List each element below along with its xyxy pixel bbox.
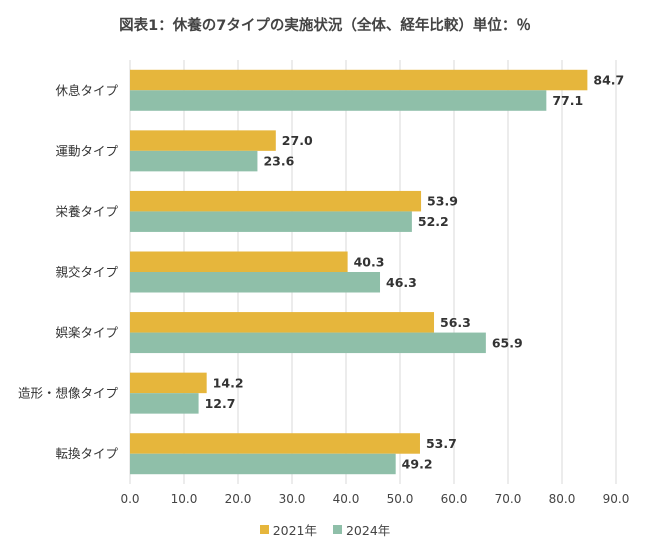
bar xyxy=(130,433,420,454)
data-label: 84.7 xyxy=(593,73,624,88)
data-label: 49.2 xyxy=(402,456,433,471)
bar xyxy=(130,190,422,212)
data-label: 56.3 xyxy=(440,315,471,330)
bar xyxy=(130,453,396,475)
category-label: 転換タイプ xyxy=(55,446,118,461)
legend-item-2021[interactable]: 2021年 xyxy=(259,520,317,539)
category-label: 栄養タイプ xyxy=(55,204,118,219)
bar xyxy=(130,312,435,333)
x-tick-label: 30.0 xyxy=(279,492,306,506)
data-label: 53.7 xyxy=(426,436,457,451)
x-tick-label: 60.0 xyxy=(441,492,468,506)
x-tick-label: 50.0 xyxy=(387,492,414,506)
bar xyxy=(130,150,258,172)
category-label: 運動タイプ xyxy=(55,143,118,158)
bar xyxy=(130,130,276,151)
x-tick-label: 40.0 xyxy=(333,492,360,506)
bar xyxy=(130,372,207,394)
x-tick-label: 80.0 xyxy=(549,492,576,506)
data-label: 14.2 xyxy=(213,375,244,390)
category-label: 造形・想像タイプ xyxy=(18,386,119,401)
bar xyxy=(130,251,348,272)
data-label: 53.9 xyxy=(427,194,458,209)
x-tick-label: 0.0 xyxy=(120,492,139,506)
legend-swatch-2024 xyxy=(332,525,342,534)
bar xyxy=(130,211,412,232)
data-label: 77.1 xyxy=(552,93,583,108)
legend-item-2024[interactable]: 2024年 xyxy=(332,520,391,539)
x-tick-label: 90.0 xyxy=(603,492,630,506)
data-label: 52.2 xyxy=(418,214,449,229)
bar xyxy=(130,69,588,91)
bar xyxy=(130,393,199,414)
legend-label-2024: 2024年 xyxy=(345,523,391,538)
x-tick-label: 10.0 xyxy=(171,492,198,506)
chart-title: 図表1：休養の7タイプの実施状況（全体、経年比較）単位：％ xyxy=(119,18,531,34)
data-label: 23.6 xyxy=(263,154,294,169)
legend-label-2021: 2021年 xyxy=(272,523,317,538)
data-label: 40.3 xyxy=(354,254,385,269)
data-label: 12.7 xyxy=(205,396,236,411)
x-tick-label: 20.0 xyxy=(225,492,252,506)
x-tick-label: 70.0 xyxy=(495,492,522,506)
category-label: 休息タイプ xyxy=(55,83,118,98)
data-label: 27.0 xyxy=(282,133,313,148)
data-label: 46.3 xyxy=(386,275,417,290)
bar xyxy=(130,332,486,354)
legend-swatch-2021 xyxy=(259,525,269,534)
category-label: 親交タイプ xyxy=(55,265,118,280)
legend: 2021年 2024年 xyxy=(0,520,650,539)
bar xyxy=(130,272,381,293)
bar xyxy=(130,90,547,111)
category-label: 娯楽タイプ xyxy=(55,325,118,340)
data-label: 65.9 xyxy=(492,335,523,350)
